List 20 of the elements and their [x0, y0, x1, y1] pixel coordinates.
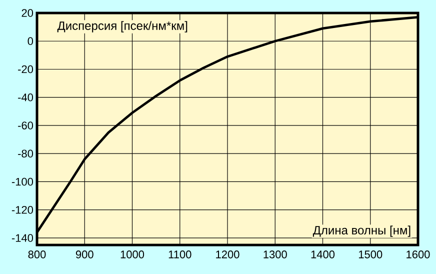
- y-tick-label: -140: [12, 234, 34, 242]
- x-tick-label: 1300: [264, 250, 287, 258]
- y-tick-label: -60: [18, 122, 34, 130]
- x-tick-label: 1600: [406, 250, 430, 258]
- x-tick-label: 1200: [216, 250, 240, 258]
- x-tick-label: 1500: [358, 250, 382, 258]
- x-tick-label: 900: [76, 250, 94, 258]
- y-tick-label: -20: [18, 65, 34, 74]
- y-tick-label: -120: [12, 206, 34, 214]
- x-tick-label: 1000: [120, 250, 144, 258]
- y-tick-label: -100: [12, 178, 34, 186]
- x-tick-label: 800: [28, 250, 46, 258]
- y-tick-label: 0: [28, 37, 34, 46]
- y-tick-label: -40: [18, 93, 34, 102]
- x-axis-title: Длина волны [нм]: [312, 226, 410, 237]
- y-tick-label: -80: [18, 150, 34, 158]
- y-tick-label: 20: [22, 9, 34, 17]
- x-tick-label: 1100: [168, 250, 192, 258]
- y-axis-title: Дисперсия [псек/нм*км]: [57, 21, 188, 32]
- x-tick-label: 1400: [311, 250, 335, 258]
